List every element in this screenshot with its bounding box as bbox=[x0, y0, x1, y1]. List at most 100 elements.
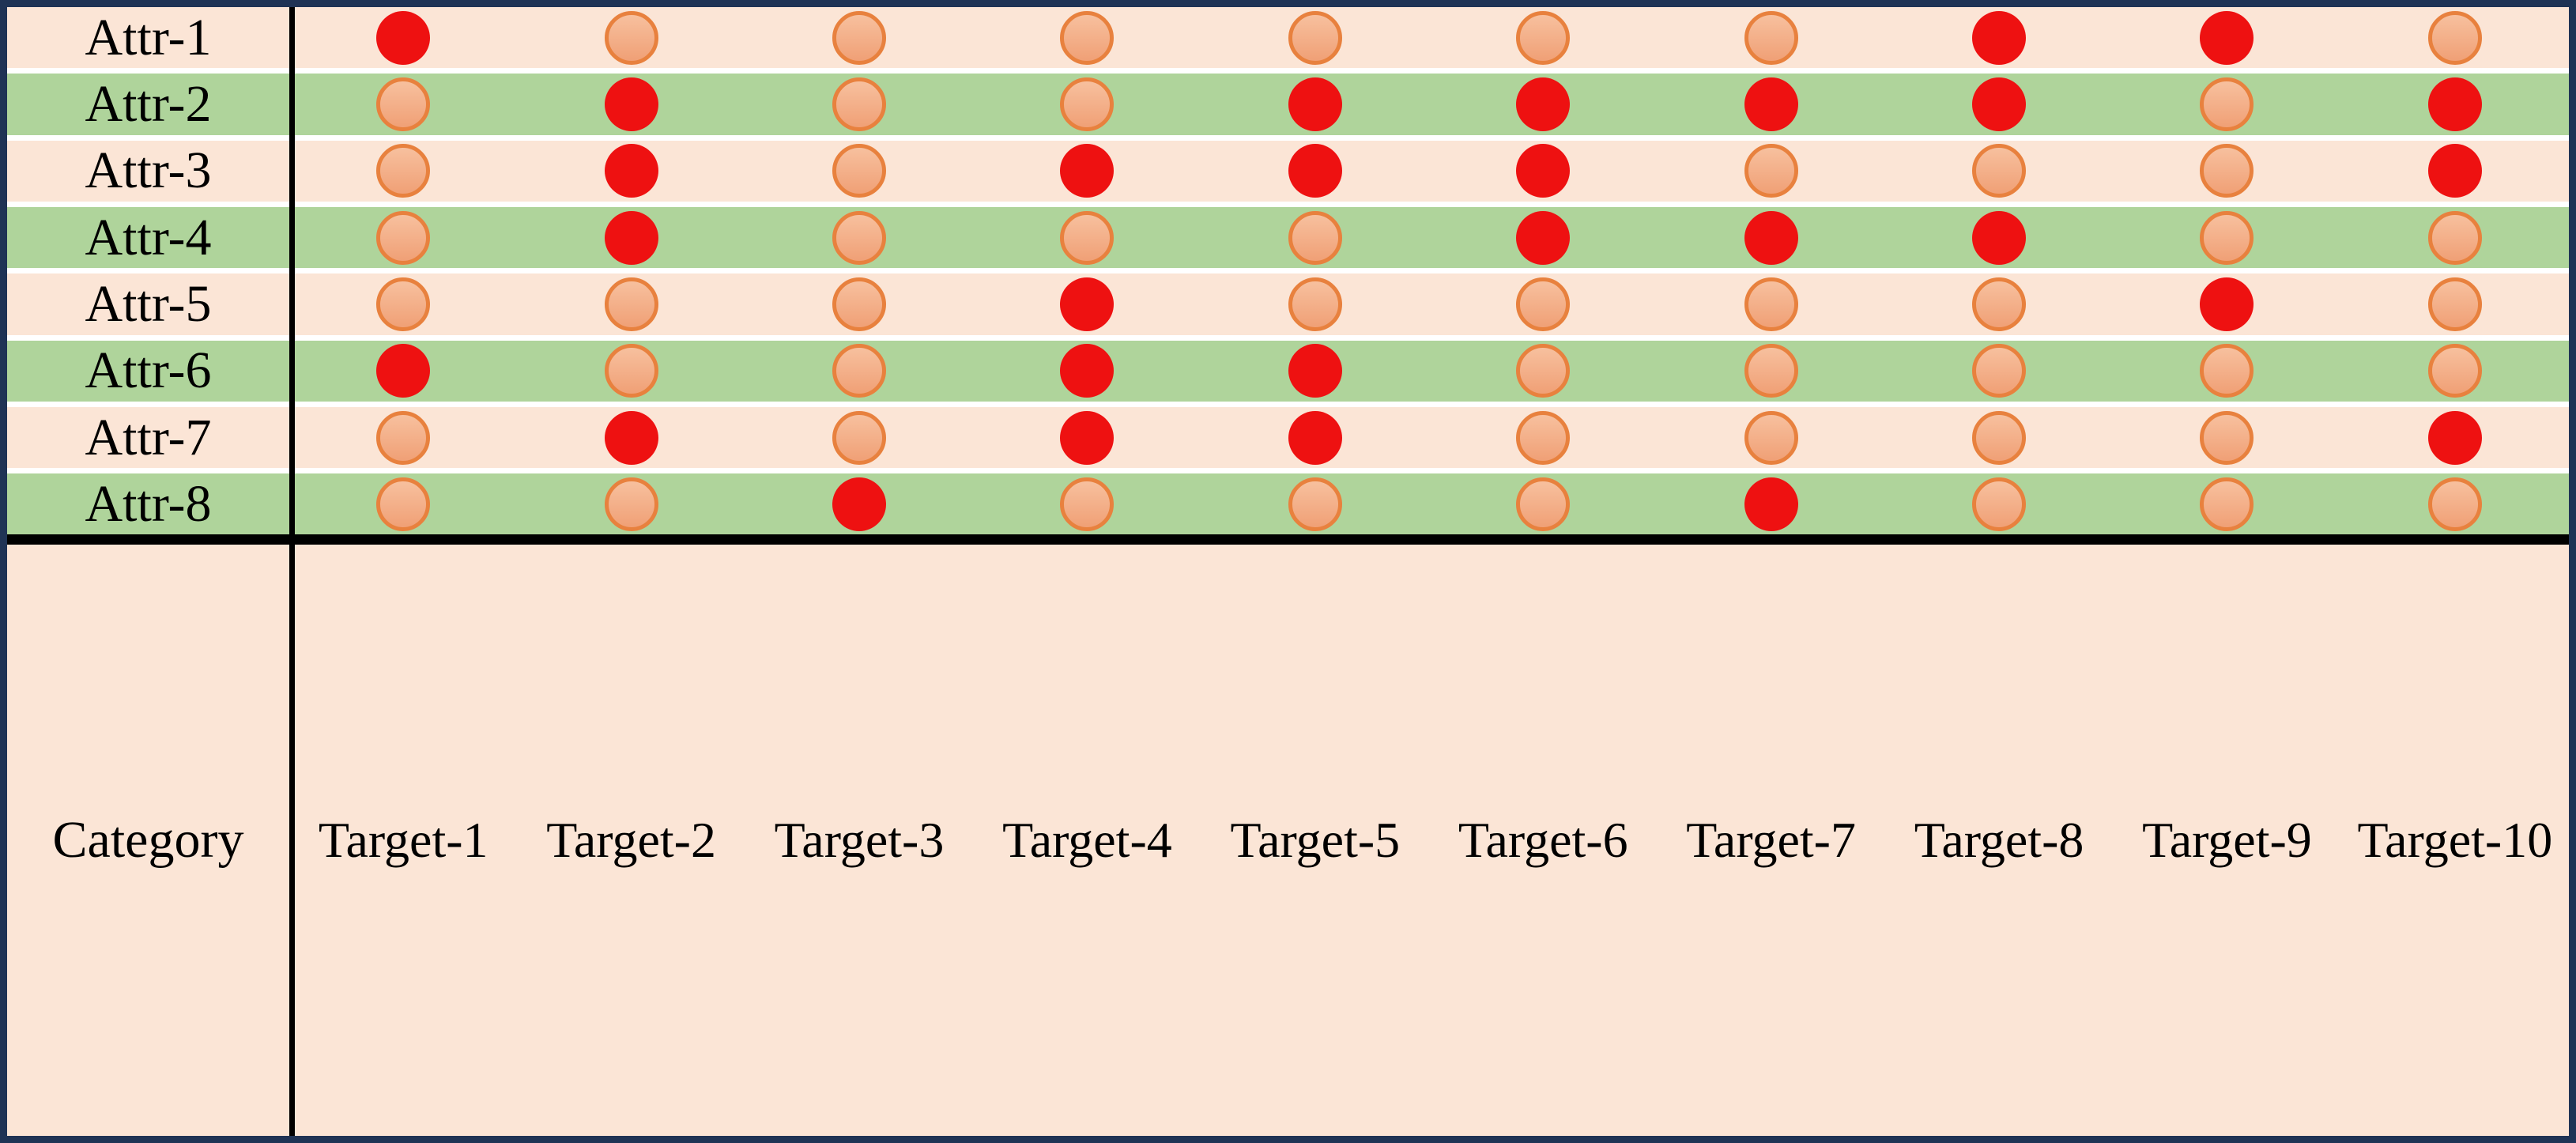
orange-dot-icon bbox=[1972, 477, 2027, 531]
column-label-target-5: Target-5 bbox=[1230, 812, 1401, 869]
orange-dot-icon bbox=[1060, 210, 1115, 265]
red-dot-icon bbox=[604, 77, 658, 131]
dot-cell-attr-7-target-4 bbox=[973, 407, 1201, 468]
dot-cell-attr-6-target-9 bbox=[2113, 341, 2340, 402]
orange-dot-icon bbox=[1516, 477, 1571, 531]
dot-cell-attr-8-target-9 bbox=[2113, 473, 2340, 534]
column-label-target-4: Target-4 bbox=[1002, 812, 1172, 869]
red-dot-icon bbox=[1060, 277, 1115, 331]
orange-dot-icon bbox=[832, 210, 887, 265]
red-dot-icon bbox=[1288, 77, 1342, 131]
red-dot-icon bbox=[1516, 210, 1571, 265]
orange-dot-icon bbox=[1288, 210, 1342, 265]
orange-dot-icon bbox=[604, 10, 658, 65]
orange-dot-icon bbox=[1972, 410, 2027, 465]
red-dot-icon bbox=[1972, 10, 2027, 65]
dot-cell-attr-3-target-4 bbox=[973, 141, 1201, 202]
orange-dot-icon bbox=[1744, 10, 1798, 65]
dot-cell-attr-8-target-10 bbox=[2341, 473, 2569, 534]
matrix-row-attr-3: Attr-3 bbox=[7, 134, 2569, 202]
orange-dot-icon bbox=[1972, 344, 2027, 398]
orange-dot-icon bbox=[1972, 144, 2027, 198]
matrix-row-attr-7: Attr-7 bbox=[7, 401, 2569, 469]
dot-cell-attr-4-target-9 bbox=[2113, 207, 2340, 268]
red-dot-icon bbox=[1516, 77, 1571, 131]
dot-cell-attr-6-target-5 bbox=[1201, 341, 1429, 402]
dot-cell-attr-8-target-2 bbox=[517, 473, 745, 534]
dot-cell-attr-6-target-10 bbox=[2341, 341, 2569, 402]
red-dot-icon bbox=[1060, 144, 1115, 198]
orange-dot-icon bbox=[2200, 477, 2254, 531]
row-label: Attr-4 bbox=[85, 208, 212, 266]
orange-dot-icon bbox=[2427, 477, 2482, 531]
dot-cell-attr-3-target-8 bbox=[1885, 141, 2113, 202]
dot-cell-attr-6-target-3 bbox=[745, 341, 973, 402]
dot-cell-attr-7-target-8 bbox=[1885, 407, 2113, 468]
matrix-row-attr-6: Attr-6 bbox=[7, 334, 2569, 402]
dot-cell-attr-5-target-8 bbox=[1885, 273, 2113, 334]
dot-cell-attr-7-target-3 bbox=[745, 407, 973, 468]
orange-dot-icon bbox=[832, 10, 887, 65]
orange-dot-icon bbox=[376, 144, 431, 198]
dot-cell-attr-2-target-3 bbox=[745, 74, 973, 134]
dot-cell-attr-7-target-2 bbox=[517, 407, 745, 468]
dot-cell-attr-6-target-4 bbox=[973, 341, 1201, 402]
orange-dot-icon bbox=[1516, 344, 1571, 398]
red-dot-icon bbox=[604, 210, 658, 265]
column-label-target-8: Target-8 bbox=[1914, 812, 2084, 869]
row-label: Attr-3 bbox=[85, 141, 212, 200]
dot-cell-attr-8-target-7 bbox=[1657, 473, 1884, 534]
dot-cell-attr-7-target-10 bbox=[2341, 407, 2569, 468]
dot-cell-attr-3-target-7 bbox=[1657, 141, 1884, 202]
red-dot-icon bbox=[1060, 344, 1115, 398]
dot-cell-attr-2-target-7 bbox=[1657, 74, 1884, 134]
dot-cell-attr-3-target-9 bbox=[2113, 141, 2340, 202]
orange-dot-icon bbox=[832, 77, 887, 131]
dot-cell-attr-6-target-8 bbox=[1885, 341, 2113, 402]
red-dot-icon bbox=[1744, 210, 1798, 265]
orange-dot-icon bbox=[1060, 477, 1115, 531]
red-dot-icon bbox=[1972, 77, 2027, 131]
matrix-row-attr-1: Attr-1 bbox=[7, 7, 2569, 69]
red-dot-icon bbox=[832, 477, 887, 531]
dot-cell-attr-5-target-6 bbox=[1429, 273, 1657, 334]
dot-cell-attr-2-target-8 bbox=[1885, 74, 2113, 134]
dot-cell-attr-5-target-3 bbox=[745, 273, 973, 334]
dot-cell-attr-2-target-9 bbox=[2113, 74, 2340, 134]
orange-dot-icon bbox=[2427, 344, 2482, 398]
orange-dot-icon bbox=[376, 277, 431, 331]
dot-cell-attr-2-target-6 bbox=[1429, 74, 1657, 134]
orange-dot-icon bbox=[2200, 77, 2254, 131]
orange-dot-icon bbox=[832, 344, 887, 398]
dot-cell-attr-7-target-5 bbox=[1201, 407, 1429, 468]
row-label: Attr-6 bbox=[85, 341, 212, 400]
matrix-row-attr-2: Attr-2 bbox=[7, 68, 2569, 135]
orange-dot-icon bbox=[1288, 477, 1342, 531]
red-dot-icon bbox=[376, 344, 431, 398]
dot-cell-attr-4-target-2 bbox=[517, 207, 745, 268]
column-label-target-3: Target-3 bbox=[774, 812, 945, 869]
dot-cell-attr-5-target-7 bbox=[1657, 273, 1884, 334]
dot-cell-attr-2-target-1 bbox=[289, 74, 517, 134]
orange-dot-icon bbox=[1972, 277, 2027, 331]
orange-dot-icon bbox=[1744, 277, 1798, 331]
dot-cell-attr-6-target-6 bbox=[1429, 341, 1657, 402]
dot-cell-attr-1-target-10 bbox=[2341, 7, 2569, 68]
dot-cell-attr-5-target-9 bbox=[2113, 273, 2340, 334]
dot-cell-attr-3-target-2 bbox=[517, 141, 745, 202]
orange-dot-icon bbox=[2427, 210, 2482, 265]
row-label: Attr-1 bbox=[85, 8, 212, 66]
dot-cell-attr-2-target-10 bbox=[2341, 74, 2569, 134]
dot-cell-attr-1-target-4 bbox=[973, 7, 1201, 68]
dot-cell-attr-8-target-3 bbox=[745, 473, 973, 534]
orange-dot-icon bbox=[1060, 77, 1115, 131]
orange-dot-icon bbox=[604, 344, 658, 398]
dot-cell-attr-1-target-3 bbox=[745, 7, 973, 68]
dot-cell-attr-8-target-8 bbox=[1885, 473, 2113, 534]
dot-cell-attr-5-target-4 bbox=[973, 273, 1201, 334]
row-label: Attr-8 bbox=[85, 474, 212, 533]
column-label-target-9: Target-9 bbox=[2142, 812, 2312, 869]
red-dot-icon bbox=[604, 410, 658, 465]
column-label-target-10: Target-10 bbox=[2357, 812, 2553, 869]
red-dot-icon bbox=[1288, 344, 1342, 398]
